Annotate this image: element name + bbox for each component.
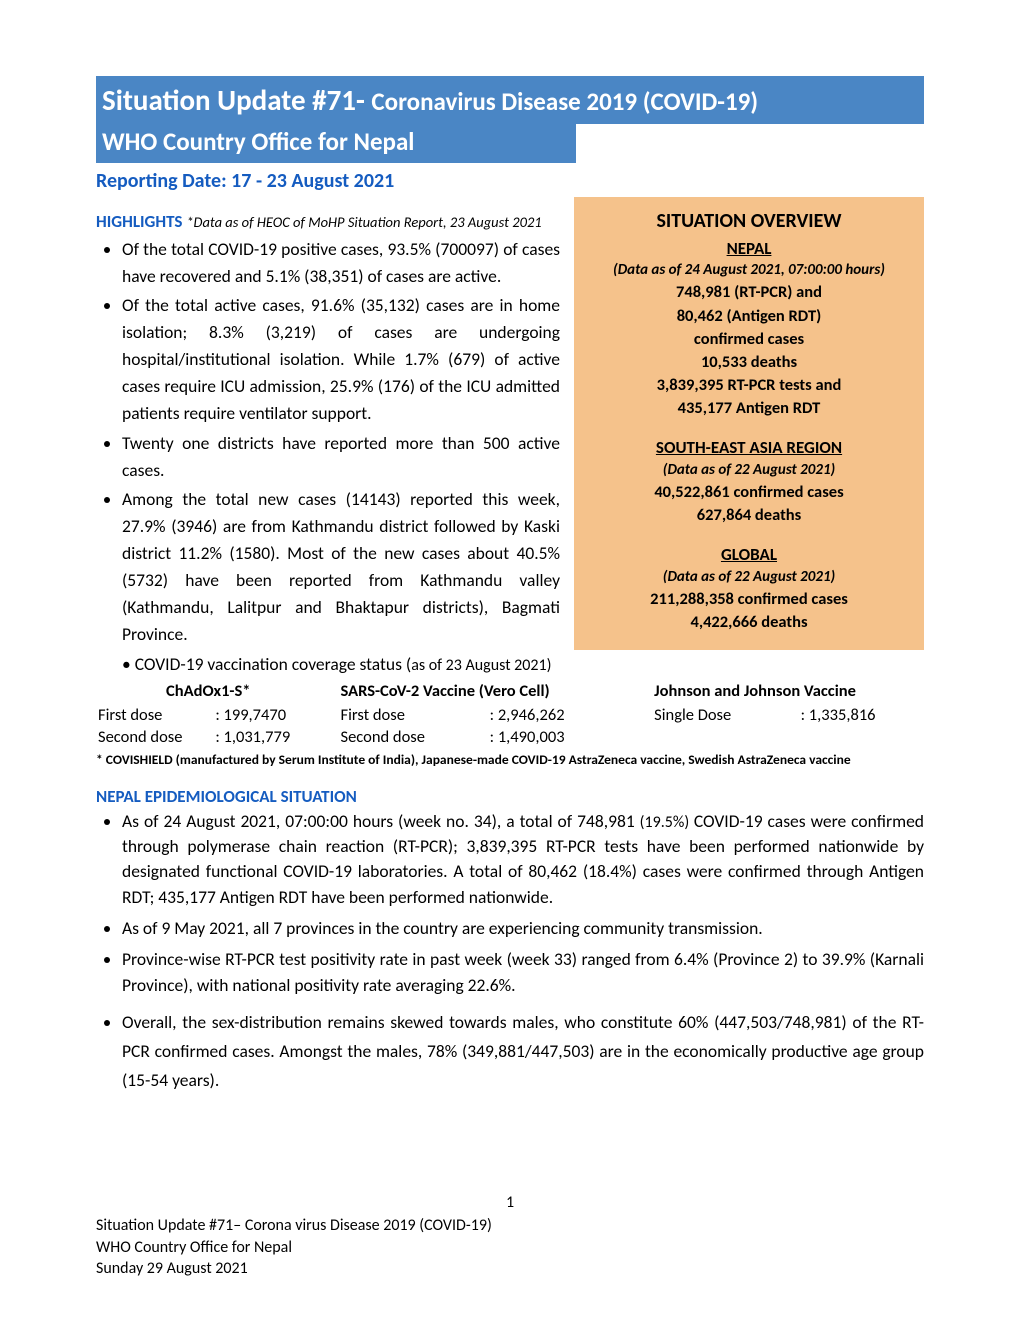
subtitle-banner: WHO Country Office for Nepal <box>96 124 576 163</box>
overview-sear-line: 627,864 deaths <box>588 504 910 527</box>
situation-overview-box: SITUATION OVERVIEW NEPAL (Data as of 24 … <box>574 197 924 650</box>
vacc-cell: Second dose <box>321 727 488 747</box>
footer-line: WHO Country Office for Nepal <box>96 1237 924 1259</box>
page-number: 1 <box>96 1192 924 1214</box>
highlight-item: Of the total COVID-19 positive cases, 93… <box>122 236 560 290</box>
vacc-col-header: SARS-CoV-2 Vaccine (Vero Cell) <box>321 681 613 703</box>
highlight-item: Of the total active cases, 91.6% (35,132… <box>122 292 560 428</box>
vacc-cell: : 2,946,262 <box>490 705 613 725</box>
vacc-cell: : 199,7470 <box>215 705 318 725</box>
highlights-label: HIGHLIGHTS <box>96 211 186 232</box>
vacc-cell: Second dose <box>98 727 213 747</box>
vacc-cell: First dose <box>98 705 213 725</box>
vacc-cell: : 1,335,816 <box>801 705 922 725</box>
footer-line: Situation Update #71– Corona virus Disea… <box>96 1215 924 1237</box>
overview-nepal-line: 80,462 (Antigen RDT) <box>588 305 910 328</box>
epi-text: As of 24 August 2021, 07:00:00 hours (we… <box>122 810 640 832</box>
main-row: HIGHLIGHTS *Data as of HEOC of MoHP Situ… <box>96 197 924 651</box>
highlight-item: Among the total new cases (14143) report… <box>122 486 560 649</box>
epi-item: As of 9 May 2021, all 7 provinces in the… <box>122 916 924 941</box>
highlights-header: HIGHLIGHTS *Data as of HEOC of MoHP Situ… <box>96 211 560 232</box>
vaccination-status-line: COVID-19 vaccination coverage status (as… <box>122 653 924 675</box>
title-main: Situation Update #71- <box>102 82 365 118</box>
overview-nepal-heading: NEPAL <box>588 237 910 261</box>
overview-nepal-line: 3,839,395 RT-PCR tests and <box>588 374 910 397</box>
epi-item: As of 24 August 2021, 07:00:00 hours (we… <box>122 809 924 911</box>
epi-text: Overall, the sex-distribution remains sk… <box>122 1011 924 1091</box>
vacc-cell: Single Dose <box>614 705 798 725</box>
vacc-cell: : 1,490,003 <box>490 727 613 747</box>
epi-list: As of 24 August 2021, 07:00:00 hours (we… <box>96 809 924 1095</box>
overview-nepal-line: 435,177 Antigen RDT <box>588 397 910 420</box>
overview-nepal-line: confirmed cases <box>588 328 910 351</box>
vacc-col-header: Johnson and Johnson Vaccine <box>614 681 922 703</box>
vacc-cell: : 1,031,779 <box>215 727 318 747</box>
overview-sear-line: 40,522,861 confirmed cases <box>588 481 910 504</box>
vaccination-footnote: * COVISHIELD (manufactured by Serum Inst… <box>96 751 924 768</box>
overview-sear-heading: SOUTH-EAST ASIA REGION <box>588 436 910 460</box>
highlights-note: *Data as of HEOC of MoHP Situation Repor… <box>186 213 541 231</box>
epi-item: Province-wise RT-PCR test positivity rat… <box>122 947 924 998</box>
vacc-status-pre: COVID-19 vaccination coverage status ( <box>135 653 412 675</box>
overview-global-asof: (Data as of 22 August 2021) <box>588 567 910 588</box>
overview-sear-asof: (Data as of 22 August 2021) <box>588 460 910 481</box>
vaccination-table: ChAdOx1-S* SARS-CoV-2 Vaccine (Vero Cell… <box>96 679 924 749</box>
title-banner: Situation Update #71- Coronavirus Diseas… <box>96 76 924 124</box>
overview-title: SITUATION OVERVIEW <box>588 207 910 235</box>
overview-nepal-line: 748,981 (RT-PCR) and <box>588 281 910 304</box>
vacc-status-sm: as of 23 August 2021) <box>411 656 551 675</box>
left-column: HIGHLIGHTS *Data as of HEOC of MoHP Situ… <box>96 197 560 651</box>
title-sub: Coronavirus Disease 2019 (COVID-19) <box>371 86 758 117</box>
highlights-list: Of the total COVID-19 positive cases, 93… <box>96 236 560 649</box>
page-footer: 1 Situation Update #71– Corona virus Dis… <box>96 1192 924 1280</box>
epi-text: As of 9 May 2021, all 7 provinces in the… <box>122 917 763 939</box>
right-column: SITUATION OVERVIEW NEPAL (Data as of 24 … <box>574 197 924 651</box>
overview-global-line: 211,288,358 confirmed cases <box>588 588 910 611</box>
highlight-item: Twenty one districts have reported more … <box>122 430 560 484</box>
epi-title: NEPAL EPIDEMIOLOGICAL SITUATION <box>96 786 924 807</box>
overview-nepal-line: 10,533 deaths <box>588 351 910 374</box>
epi-item: Overall, the sex-distribution remains sk… <box>122 1008 924 1095</box>
footer-line: Sunday 29 August 2021 <box>96 1258 924 1280</box>
overview-global-heading: GLOBAL <box>588 543 910 567</box>
epi-text: Province-wise RT-PCR test positivity rat… <box>122 948 924 995</box>
overview-nepal-asof: (Data as of 24 August 2021, 07:00:00 hou… <box>588 260 910 281</box>
vacc-col-header: ChAdOx1-S* <box>98 681 319 703</box>
reporting-date: Reporting Date: 17 - 23 August 2021 <box>96 169 924 193</box>
epi-text-sm: (19.5%) <box>640 813 694 832</box>
overview-global-line: 4,422,666 deaths <box>588 611 910 634</box>
vacc-cell: First dose <box>321 705 488 725</box>
